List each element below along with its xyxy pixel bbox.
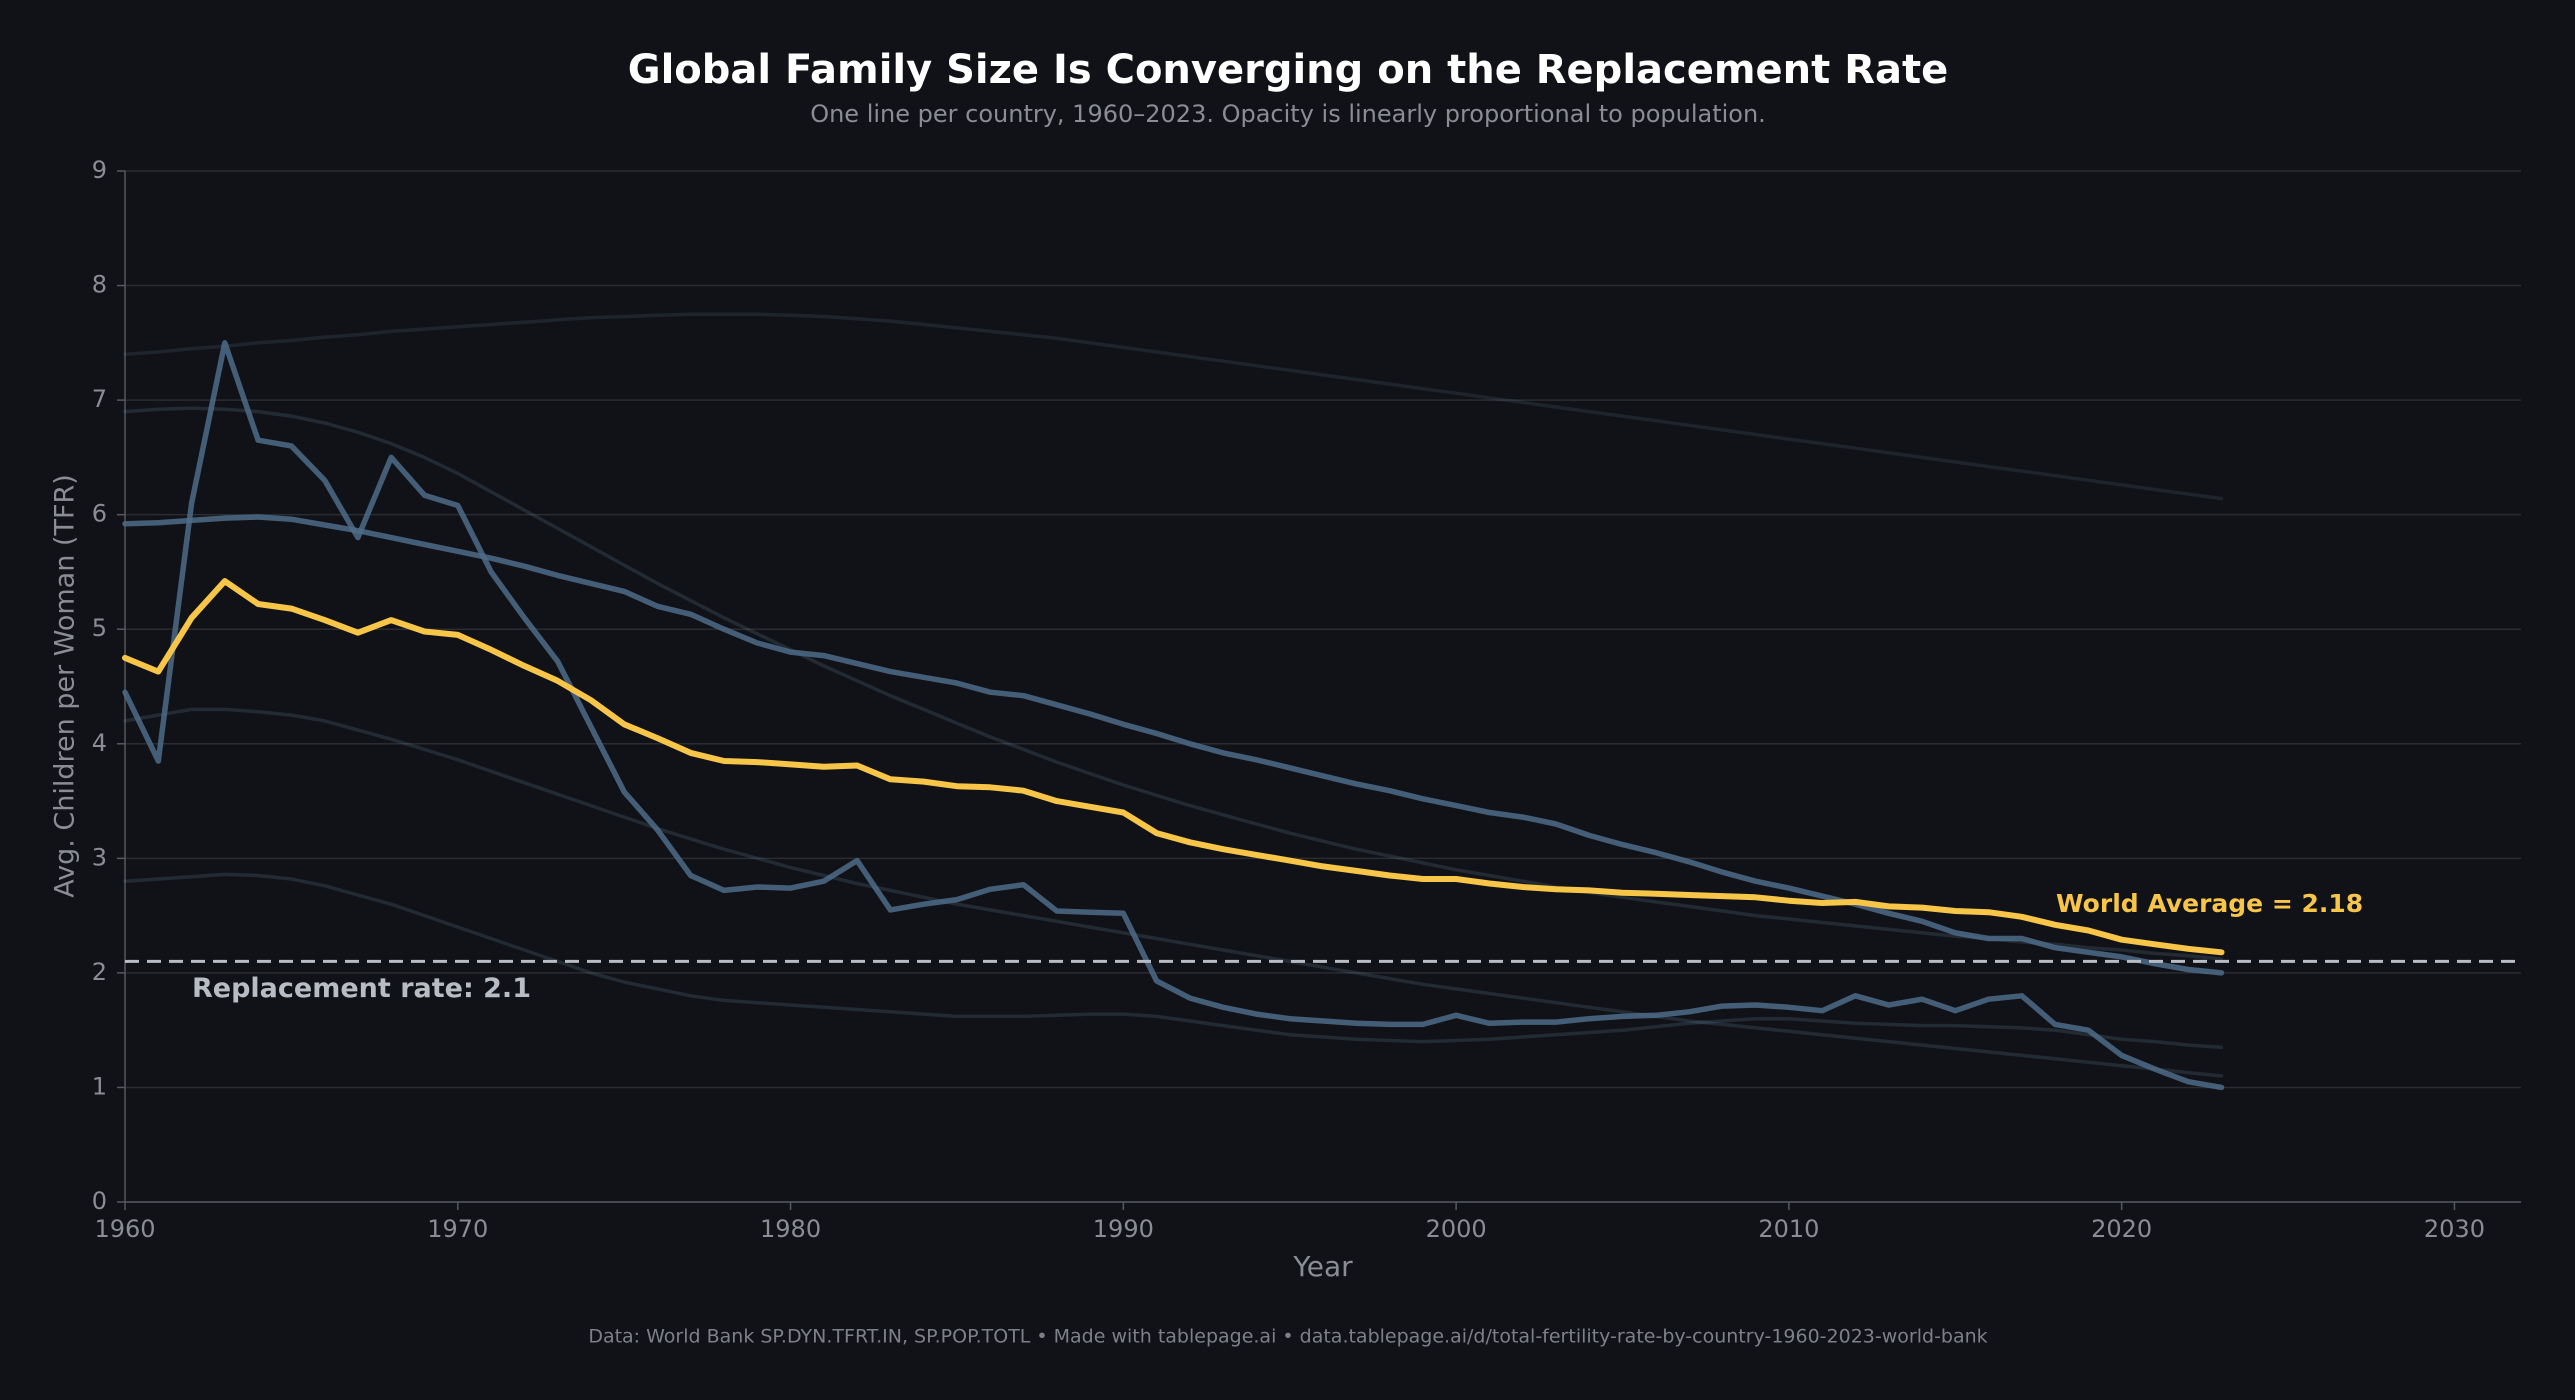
y-tick-label: 9 bbox=[92, 156, 107, 184]
x-tick-label: 1960 bbox=[94, 1215, 155, 1243]
y-tick-label: 6 bbox=[92, 500, 107, 528]
y-tick-label: 7 bbox=[92, 385, 107, 413]
x-tick-label: 2020 bbox=[2091, 1215, 2152, 1243]
series-line bbox=[122, 578, 2225, 956]
y-tick-label: 0 bbox=[92, 1187, 107, 1215]
y-tick-label: 5 bbox=[92, 614, 107, 642]
y-tick-label: 3 bbox=[92, 843, 107, 871]
x-axis-label: Year bbox=[1292, 1250, 1353, 1283]
x-tick-label: 1980 bbox=[760, 1215, 821, 1243]
x-tick-label: 2030 bbox=[2424, 1215, 2485, 1243]
footer: Data: World Bank SP.DYN.TFRT.IN, SP.POP.… bbox=[588, 1326, 1987, 1348]
y-tick-label: 2 bbox=[92, 958, 107, 986]
x-tick-label: 1970 bbox=[427, 1215, 488, 1243]
series-line bbox=[122, 340, 2225, 1091]
x-tick-label: 1990 bbox=[1093, 1215, 1154, 1243]
series-line bbox=[123, 406, 2224, 961]
y-tick-label: 4 bbox=[92, 729, 107, 757]
world-average-label: World Average = 2.18 bbox=[2056, 889, 2363, 918]
y-tick-label: 1 bbox=[92, 1072, 107, 1100]
x-tick-label: 2010 bbox=[1758, 1215, 1819, 1243]
series-line bbox=[123, 872, 2224, 1050]
replacement-label: Replacement rate: 2.1 bbox=[192, 973, 531, 1004]
series-line bbox=[122, 514, 2225, 976]
series-line bbox=[123, 707, 2224, 1078]
y-tick-label: 8 bbox=[92, 271, 107, 299]
y-axis-label: Avg. Children per Woman (TFR) bbox=[50, 474, 81, 898]
x-tick-label: 2000 bbox=[1426, 1215, 1487, 1243]
chart-title: Global Family Size Is Converging on the … bbox=[628, 47, 1948, 93]
chart-subtitle: One line per country, 1960–2023. Opacity… bbox=[810, 100, 1766, 128]
series-line bbox=[123, 312, 2224, 501]
